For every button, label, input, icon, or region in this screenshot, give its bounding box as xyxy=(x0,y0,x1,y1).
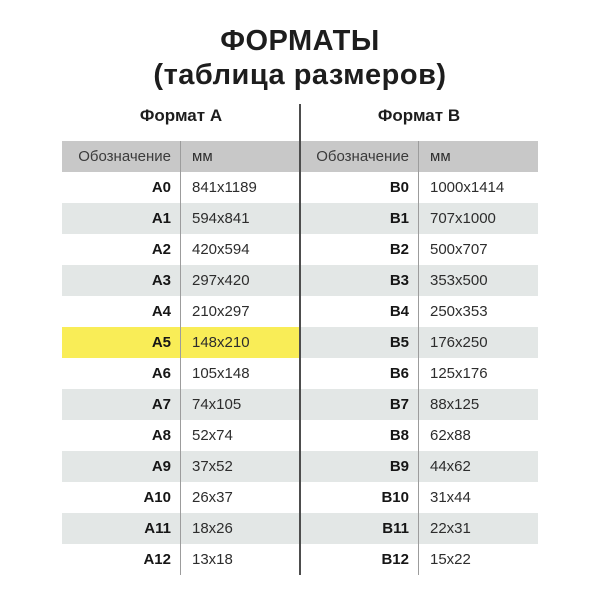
format-size-mm: 88x125 xyxy=(430,396,480,413)
header-mm: мм xyxy=(192,148,213,165)
format-size-mm: 15x22 xyxy=(430,551,471,568)
format-designation: B2 xyxy=(300,234,419,265)
format-size-mm: 62x88 xyxy=(430,427,471,444)
format-designation: A2 xyxy=(62,234,181,265)
format-b-rows: B0 1000x1414 B1 707x1000 B2 500x707 B3 353x500 B… xyxy=(300,172,538,575)
page-title: ФОРМАТЫ (таблица размеров) xyxy=(0,24,600,92)
format-designation: B9 xyxy=(300,451,419,482)
table-row: A6 105x148 xyxy=(62,358,300,389)
table-row: B8 62x88 xyxy=(300,420,538,451)
format-designation: A6 xyxy=(62,358,181,389)
table-row: B9 44x62 xyxy=(300,451,538,482)
format-size-mm: 18x26 xyxy=(192,520,233,537)
header-designation: Обозначение xyxy=(300,141,419,172)
format-a-table: Обозначение мм A0 841x1189 A1 594x841 A2 420x… xyxy=(62,141,300,575)
table-row: B11 22x31 xyxy=(300,513,538,544)
format-designation: A12 xyxy=(62,544,181,575)
format-designation: A8 xyxy=(62,420,181,451)
format-size-mm: 841x1189 xyxy=(192,179,257,196)
table-row: A3 297x420 xyxy=(62,265,300,296)
format-size-mm: 1000x1414 xyxy=(430,179,505,196)
table-row: A9 37x52 xyxy=(62,451,300,482)
table-row: B5 176x250 xyxy=(300,327,538,358)
format-designation: B5 xyxy=(300,327,419,358)
format-designation: B0 xyxy=(300,172,419,203)
table-row: B12 15x22 xyxy=(300,544,538,575)
table-row: B6 125x176 xyxy=(300,358,538,389)
format-designation: B11 xyxy=(300,513,419,544)
format-size-mm: 594x841 xyxy=(192,210,250,227)
format-designation: B1 xyxy=(300,203,419,234)
table-row: A2 420x594 xyxy=(62,234,300,265)
format-a-rows: A0 841x1189 A1 594x841 A2 420x594 A3 297x420 A4 2… xyxy=(62,172,300,575)
format-size-mm: 26x37 xyxy=(192,489,233,506)
format-designation: B8 xyxy=(300,420,419,451)
table-row: B10 31x44 xyxy=(300,482,538,513)
table-row: B3 353x500 xyxy=(300,265,538,296)
format-size-mm: 125x176 xyxy=(430,365,488,382)
section-label-format-b: Формат B xyxy=(377,106,461,125)
table-row: A0 841x1189 xyxy=(62,172,300,203)
page-title-line2: (таблица размеров) xyxy=(153,59,447,91)
format-designation: A4 xyxy=(62,296,181,327)
format-designation: A10 xyxy=(62,482,181,513)
table-row: A5 148x210 xyxy=(62,327,300,358)
table-row: B1 707x1000 xyxy=(300,203,538,234)
format-size-mm: 353x500 xyxy=(430,272,488,289)
format-designation: B3 xyxy=(300,265,419,296)
table-row: B2 500x707 xyxy=(300,234,538,265)
format-size-mm: 31x44 xyxy=(430,489,471,506)
format-designation: A1 xyxy=(62,203,181,234)
format-size-mm: 13x18 xyxy=(192,551,233,568)
table-row: A4 210x297 xyxy=(62,296,300,327)
section-labels: Формат А Формат B xyxy=(62,106,538,126)
format-size-mm: 210x297 xyxy=(192,303,250,320)
format-designation: B7 xyxy=(300,389,419,420)
table-row: A12 13x18 xyxy=(62,544,300,575)
format-size-mm: 148x210 xyxy=(192,334,250,351)
table-header-row: Обозначение мм xyxy=(62,141,300,172)
page-title-line1: ФОРМАТЫ xyxy=(220,25,380,57)
format-designation: A3 xyxy=(62,265,181,296)
format-designation: A7 xyxy=(62,389,181,420)
format-designation: B10 xyxy=(300,482,419,513)
format-size-mm: 250x353 xyxy=(430,303,488,320)
table-row: B4 250x353 xyxy=(300,296,538,327)
format-designation: B6 xyxy=(300,358,419,389)
format-designation: B4 xyxy=(300,296,419,327)
header-designation: Обозначение xyxy=(62,141,181,172)
format-size-mm: 74x105 xyxy=(192,396,242,413)
format-size-mm: 176x250 xyxy=(430,334,488,351)
center-divider-line xyxy=(299,104,301,575)
format-size-mm: 37x52 xyxy=(192,458,233,475)
format-designation: B12 xyxy=(300,544,419,575)
table-row: A1 594x841 xyxy=(62,203,300,234)
section-label-format-a: Формат А xyxy=(139,106,223,125)
format-size-mm: 52x74 xyxy=(192,427,233,444)
format-designation: A5 xyxy=(62,327,181,358)
table-row: A10 26x37 xyxy=(62,482,300,513)
format-size-mm: 420x594 xyxy=(192,241,250,258)
format-size-mm: 297x420 xyxy=(192,272,250,289)
table-row: B7 88x125 xyxy=(300,389,538,420)
format-b-table: Обозначение мм B0 1000x1414 B1 707x1000 B2 50… xyxy=(300,141,538,575)
size-tables: Обозначение мм A0 841x1189 A1 594x841 A2 420x… xyxy=(62,141,538,575)
table-row: A8 52x74 xyxy=(62,420,300,451)
format-designation: A11 xyxy=(62,513,181,544)
format-size-mm: 105x148 xyxy=(192,365,250,382)
format-size-mm: 44x62 xyxy=(430,458,471,475)
table-row: A7 74x105 xyxy=(62,389,300,420)
format-designation: A9 xyxy=(62,451,181,482)
table-row: A11 18x26 xyxy=(62,513,300,544)
table-header-row: Обозначение мм xyxy=(300,141,538,172)
format-designation: A0 xyxy=(62,172,181,203)
format-size-mm: 500x707 xyxy=(430,241,488,258)
table-row: B0 1000x1414 xyxy=(300,172,538,203)
format-size-mm: 22x31 xyxy=(430,520,471,537)
header-mm: мм xyxy=(430,148,451,165)
format-size-mm: 707x1000 xyxy=(430,210,496,227)
